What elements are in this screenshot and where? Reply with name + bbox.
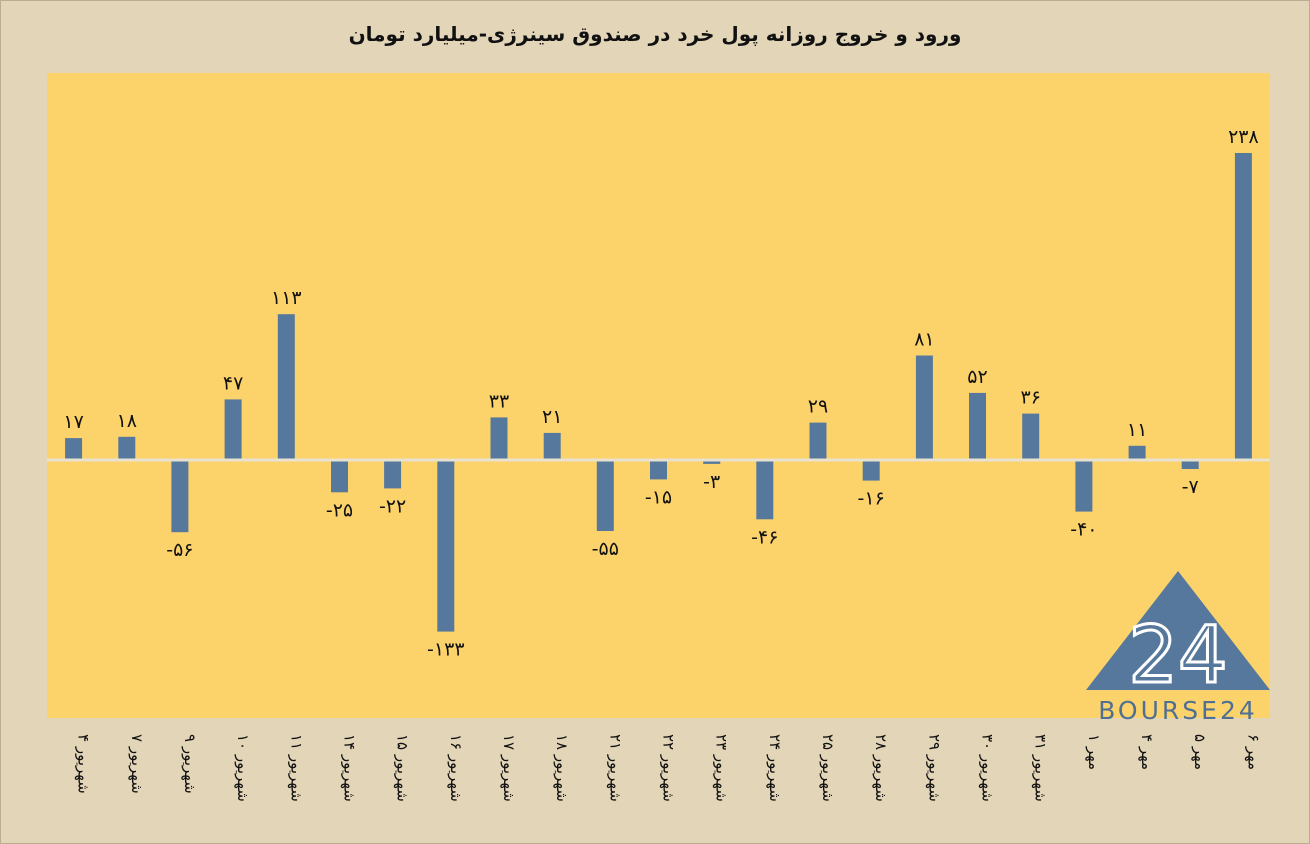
logo-text: BOURSE24 bbox=[1098, 696, 1258, 725]
data-label: -۷ bbox=[1182, 476, 1199, 498]
data-label: ۲۹ bbox=[808, 396, 828, 418]
category-label: ۱۸ شهریور bbox=[553, 734, 571, 802]
bar bbox=[490, 417, 508, 460]
data-label: -۵۵ bbox=[592, 538, 619, 560]
category-label: ۹ شهریور bbox=[181, 734, 199, 794]
bar bbox=[118, 436, 136, 460]
plot-area bbox=[47, 73, 1270, 718]
data-label: ۱۱ bbox=[1127, 419, 1147, 441]
category-label: ۱۱ شهریور bbox=[287, 734, 305, 802]
data-label: ۳۳ bbox=[489, 390, 509, 412]
category-label: ۱۵ شهریور bbox=[394, 734, 412, 802]
bar bbox=[756, 460, 774, 520]
bar bbox=[703, 460, 721, 464]
category-label: ۲۲ شهریور bbox=[660, 734, 678, 802]
data-label: ۱۱۳ bbox=[271, 287, 302, 309]
category-label: ۱۰ شهریور bbox=[234, 734, 252, 802]
data-label: ۱۷ bbox=[63, 411, 83, 433]
bar bbox=[1181, 460, 1199, 469]
data-label: -۲۲ bbox=[379, 495, 406, 517]
data-label: ۳۶ bbox=[1020, 387, 1040, 409]
category-label: ۳۰ شهریور bbox=[979, 734, 997, 802]
category-label: ۱۷ شهریور bbox=[500, 734, 518, 802]
data-label: -۲۵ bbox=[326, 499, 353, 521]
bar bbox=[1022, 413, 1040, 460]
bar bbox=[809, 422, 827, 460]
data-label: -۱۵ bbox=[645, 486, 672, 508]
category-label: ۱ مهر bbox=[1085, 734, 1103, 770]
bar bbox=[171, 460, 189, 533]
category-label: ۱۶ شهریور bbox=[447, 734, 465, 802]
bar bbox=[1075, 460, 1093, 512]
data-label: ۲۳۸ bbox=[1228, 126, 1259, 148]
bar bbox=[437, 460, 455, 632]
category-label: ۵ مهر bbox=[1191, 734, 1209, 770]
chart-title: ورود و خروج روزانه پول خرد در صندوق سینر… bbox=[348, 22, 962, 46]
data-label: ۲۱ bbox=[542, 406, 562, 428]
category-label: ۳۱ شهریور bbox=[1032, 734, 1050, 802]
category-label: ۲۳ شهریور bbox=[713, 734, 731, 802]
data-label: ۵۲ bbox=[967, 366, 987, 388]
category-label: ۲۱ شهریور bbox=[606, 734, 624, 802]
bar bbox=[1128, 445, 1146, 460]
category-label: ۲۸ شهریور bbox=[872, 734, 890, 802]
bar bbox=[543, 432, 561, 460]
data-label: ۴۷ bbox=[223, 372, 243, 394]
data-label: -۴۰ bbox=[1070, 519, 1097, 541]
data-label: -۵۶ bbox=[166, 539, 193, 561]
category-label: ۲۵ شهریور bbox=[819, 734, 837, 802]
bar bbox=[596, 460, 614, 531]
category-label: ۷ شهریور bbox=[128, 734, 146, 794]
category-label: ۱۴ شهریور bbox=[341, 734, 359, 802]
bar bbox=[224, 399, 242, 460]
bar bbox=[969, 392, 986, 460]
category-label: ۶ مهر bbox=[1244, 734, 1262, 770]
category-label: ۴ شهریور bbox=[75, 734, 93, 794]
bar bbox=[277, 314, 295, 460]
bar bbox=[1234, 153, 1252, 460]
bar bbox=[331, 460, 348, 493]
category-label: ۲۴ شهریور bbox=[766, 734, 784, 802]
bar bbox=[65, 438, 83, 460]
bar bbox=[384, 460, 402, 489]
category-label: ۲۹ شهریور bbox=[925, 734, 943, 802]
data-label: ۸۱ bbox=[914, 329, 934, 351]
logo-numeral: 24 bbox=[1128, 611, 1227, 701]
data-label: -۱۳۳ bbox=[427, 639, 464, 661]
bar bbox=[862, 460, 880, 481]
data-label: -۴۶ bbox=[751, 526, 778, 548]
category-label: ۴ مهر bbox=[1138, 734, 1156, 770]
bar bbox=[915, 355, 933, 460]
bar bbox=[650, 460, 667, 480]
data-label: -۱۶ bbox=[858, 488, 885, 510]
data-label: ۱۸ bbox=[117, 410, 137, 432]
data-label: -۳ bbox=[703, 471, 720, 493]
bourse24-logo: 24 bbox=[1086, 571, 1270, 703]
